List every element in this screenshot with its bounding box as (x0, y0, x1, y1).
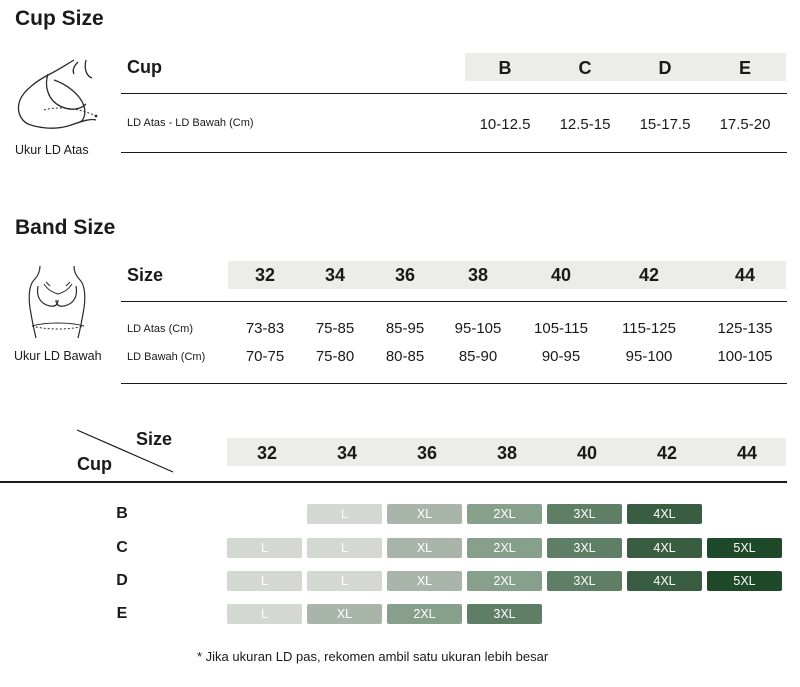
size-pill: XL (307, 604, 382, 624)
matrix-diagonal-line (76, 429, 174, 473)
band-col-34: 34 (324, 265, 346, 285)
matrix-cup-label: Cup (77, 454, 112, 474)
cup-val-c: 12.5-15 (559, 116, 611, 133)
band-col-44: 44 (734, 265, 756, 285)
size-pill: L (227, 571, 302, 591)
size-pill: L (227, 604, 302, 624)
cup-col-b: B (498, 58, 512, 78)
band-under-32: 70-75 (245, 348, 285, 365)
band-col-36: 36 (394, 265, 416, 285)
matrix-cup-B: B (116, 505, 128, 522)
cup-val-d: 15-17.5 (639, 116, 691, 133)
band-under-38: 85-90 (458, 348, 498, 365)
band-caption: Ukur LD Bawah (14, 349, 102, 363)
band-row-label-top: LD Atas (Cm) (127, 323, 194, 335)
size-pill: XL (387, 571, 462, 591)
band-top-38: 95-105 (454, 320, 502, 337)
size-pill: 2XL (467, 504, 542, 524)
cup-header-bg (465, 53, 786, 81)
size-pill: 3XL (467, 604, 542, 624)
matrix-col-44: 44 (736, 443, 758, 463)
cup-header-rule (121, 93, 787, 94)
size-pill: 4XL (627, 571, 702, 591)
band-size-title: Band Size (15, 216, 116, 239)
size-pill: L (307, 571, 382, 591)
size-pill: 2XL (387, 604, 462, 624)
matrix-header-bg (227, 438, 786, 466)
band-col-32: 32 (254, 265, 276, 285)
size-pill: L (307, 538, 382, 558)
size-pill: 4XL (627, 538, 702, 558)
footnote: * Jika ukuran LD pas, rekomen ambil satu… (197, 649, 549, 664)
cup-row-label: LD Atas - LD Bawah (Cm) (127, 117, 254, 129)
band-under-34: 75-80 (315, 348, 355, 365)
band-top-40: 105-115 (534, 320, 588, 337)
size-pill: 3XL (547, 504, 622, 524)
cup-bottom-rule (121, 152, 787, 153)
cup-col-d: D (658, 58, 672, 78)
size-pill: 2XL (467, 571, 542, 591)
matrix-header-rule (0, 481, 787, 483)
band-top-36: 85-95 (385, 320, 425, 337)
cup-caption: Ukur LD Atas (15, 143, 89, 157)
size-pill: 3XL (547, 571, 622, 591)
band-top-32: 73-83 (245, 320, 285, 337)
cup-size-title: Cup Size (15, 7, 104, 30)
band-bottom-rule (121, 383, 787, 384)
matrix-col-40: 40 (576, 443, 598, 463)
cup-col-e: E (738, 58, 751, 78)
matrix-col-32: 32 (256, 443, 278, 463)
matrix-col-42: 42 (656, 443, 678, 463)
band-under-40: 90-95 (541, 348, 581, 365)
size-pill: XL (387, 538, 462, 558)
size-pill: 5XL (707, 571, 782, 591)
matrix-col-38: 38 (496, 443, 518, 463)
band-top-34: 75-85 (315, 320, 355, 337)
cup-val-e: 17.5-20 (719, 116, 771, 133)
band-under-42: 95-100 (625, 348, 673, 365)
cup-header-label: Cup (127, 57, 162, 77)
band-under-44: 100-105 (717, 348, 773, 365)
size-pill: L (307, 504, 382, 524)
band-col-42: 42 (638, 265, 660, 285)
size-pill: 4XL (627, 504, 702, 524)
band-top-44: 125-135 (717, 320, 773, 337)
matrix-cup-C: C (116, 539, 128, 556)
size-pill: L (227, 538, 302, 558)
size-pill: XL (387, 504, 462, 524)
band-under-36: 80-85 (385, 348, 425, 365)
band-col-40: 40 (550, 265, 572, 285)
size-pill: 3XL (547, 538, 622, 558)
cup-col-c: C (578, 58, 592, 78)
matrix-cup-E: E (116, 605, 128, 622)
bust-measure-under-icon (28, 265, 86, 339)
matrix-col-36: 36 (416, 443, 438, 463)
bust-measure-top-icon (17, 59, 98, 129)
matrix-cup-D: D (116, 572, 128, 589)
matrix-col-34: 34 (336, 443, 358, 463)
matrix-size-label: Size (136, 429, 173, 449)
band-col-38: 38 (467, 265, 489, 285)
size-pill: 5XL (707, 538, 782, 558)
band-header-bg (228, 261, 786, 289)
band-header-label: Size (127, 265, 164, 285)
band-header-rule (121, 301, 787, 302)
cup-val-b: 10-12.5 (479, 116, 531, 133)
band-top-42: 115-125 (622, 320, 676, 337)
size-pill: 2XL (467, 538, 542, 558)
band-row-label-under: LD Bawah (Cm) (127, 351, 206, 363)
